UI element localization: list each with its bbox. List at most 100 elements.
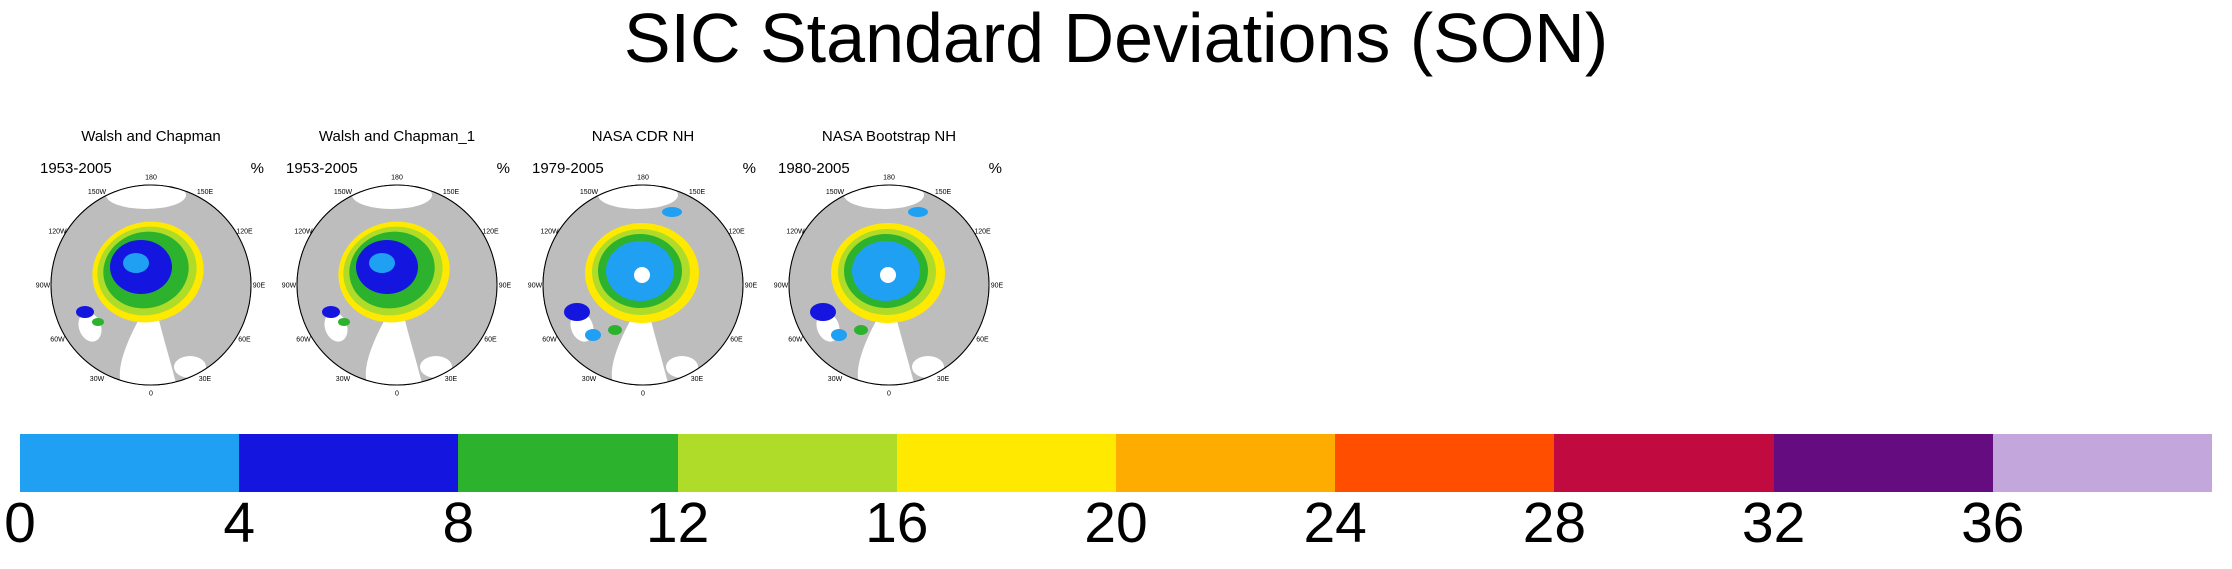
panel-units-label: % bbox=[742, 160, 756, 177]
sic-band-4-8 bbox=[322, 306, 340, 318]
lon-label: 30E bbox=[445, 376, 458, 383]
panel-title: NASA Bootstrap NH bbox=[821, 128, 957, 145]
lon-label: 120W bbox=[48, 229, 67, 236]
lon-label: 150W bbox=[826, 189, 845, 196]
panel-period: 1979-2005 bbox=[532, 160, 604, 177]
atlantic-ocean bbox=[857, 307, 914, 385]
lon-label: 150W bbox=[88, 189, 107, 196]
polar-map: 0 30E 60E 90E 120E 150E 180 150W 120W 90W 60W 30W bbox=[36, 175, 266, 398]
pole-hole bbox=[880, 267, 896, 283]
lon-label: 30E bbox=[199, 376, 212, 383]
sic-band-4-8 bbox=[564, 303, 590, 321]
panel-subheader: 1980-2005 % bbox=[778, 160, 1002, 177]
sic-band-8-12 bbox=[608, 325, 622, 335]
map-rim bbox=[296, 184, 498, 386]
lon-label: 90W bbox=[774, 283, 789, 290]
sic-band-4-8 bbox=[810, 303, 836, 321]
panel-units-label: % bbox=[988, 160, 1002, 177]
lon-label: 120W bbox=[540, 229, 559, 236]
pole-hole bbox=[634, 267, 650, 283]
sic-band-0-4 bbox=[831, 329, 847, 341]
lon-label: 180 bbox=[883, 175, 895, 182]
lon-label: 90W bbox=[282, 283, 297, 290]
lon-label: 120W bbox=[294, 229, 313, 236]
map-panel: Walsh and Chapman_1 1953-2005 % 0 30E 60E 9… bbox=[274, 124, 520, 416]
lon-label: 150W bbox=[334, 189, 353, 196]
atlantic-ocean bbox=[119, 307, 176, 385]
lon-label: 150E bbox=[935, 189, 952, 196]
lon-label: 60W bbox=[50, 337, 65, 344]
colorbar-tick-label: 36 bbox=[1961, 491, 2025, 555]
lon-label: 120E bbox=[482, 229, 499, 236]
lon-label: 60W bbox=[296, 337, 311, 344]
lon-label: 60W bbox=[542, 337, 557, 344]
polar-map: 0 30E 60E 90E 120E 150E 180 150W 120W 90W 60W 30W bbox=[282, 175, 512, 398]
lon-label: 0 bbox=[149, 391, 153, 398]
lon-label: 0 bbox=[887, 391, 891, 398]
lon-label: 90E bbox=[991, 283, 1004, 290]
lon-label: 90E bbox=[253, 283, 266, 290]
map-panel: Walsh and Chapman 1953-2005 % 0 30E 60E 90E… bbox=[28, 124, 274, 416]
lon-label: 150E bbox=[689, 189, 706, 196]
panel-subheader: 1979-2005 % bbox=[532, 160, 756, 177]
colorbar-segment bbox=[677, 434, 897, 492]
lon-label: 90W bbox=[528, 283, 543, 290]
lon-label: 30W bbox=[336, 376, 351, 383]
colorbar-segment bbox=[239, 434, 459, 492]
lon-label: 30E bbox=[691, 376, 704, 383]
lon-label: 180 bbox=[391, 175, 403, 182]
colorbar-segment bbox=[1992, 434, 2213, 492]
panel-subheader: 1953-2005 % bbox=[286, 160, 510, 177]
colorbar-tick-label: 16 bbox=[865, 491, 929, 555]
colorbar-tick-label: 12 bbox=[645, 491, 710, 555]
lon-label: 90E bbox=[499, 283, 512, 290]
atlantic-ocean bbox=[365, 307, 422, 385]
colorbar-segment bbox=[1335, 434, 1555, 492]
colorbar-tick-labels: 0 4 8 12 16 20 24 28 32 36 bbox=[4, 491, 2212, 558]
lon-label: 30W bbox=[582, 376, 597, 383]
colorbar-segment bbox=[458, 434, 678, 492]
panel-title: Walsh and Chapman_1 bbox=[318, 128, 476, 145]
lon-label: 30E bbox=[937, 376, 950, 383]
lon-label: 60E bbox=[484, 337, 497, 344]
sic-band-8-12 bbox=[338, 318, 350, 326]
lon-label: 30W bbox=[828, 376, 843, 383]
sic-band-8-12 bbox=[92, 318, 104, 326]
lon-label: 60E bbox=[976, 337, 989, 344]
panel-title: Walsh and Chapman bbox=[81, 128, 221, 145]
sic-band-0-4 bbox=[123, 253, 149, 273]
panel-period: 1953-2005 bbox=[40, 160, 112, 177]
panel-units-label: % bbox=[250, 160, 264, 177]
lon-label: 180 bbox=[637, 175, 649, 182]
lon-label: 150W bbox=[580, 189, 599, 196]
panel-period: 1980-2005 bbox=[778, 160, 850, 177]
colorbar-tick-label: 28 bbox=[1522, 491, 1587, 555]
map-panel: NASA CDR NH 1979-2005 % 0 30E 60E 90E 120E 15… bbox=[520, 124, 766, 416]
colorbar-tick-label: 8 bbox=[442, 491, 475, 555]
map-panel: NASA Bootstrap NH 1980-2005 % 0 30E 60E 90E… bbox=[766, 124, 1012, 416]
polar-map: 0 30E 60E 90E 120E 150E 180 150W 120W 90W 60W 30W bbox=[774, 175, 1004, 398]
colorbar-segment bbox=[896, 434, 1117, 492]
colorbar-segment bbox=[20, 434, 240, 492]
figure-title: SIC Standard Deviations (SON) bbox=[623, 0, 1609, 77]
lon-label: 120E bbox=[974, 229, 991, 236]
sic-band-0-4 bbox=[369, 253, 395, 273]
lon-label: 0 bbox=[395, 391, 399, 398]
colorbar-segment bbox=[1773, 434, 1993, 492]
colorbar-tick-label: 4 bbox=[223, 491, 256, 555]
lon-label: 120E bbox=[236, 229, 253, 236]
lon-label: 150E bbox=[443, 189, 460, 196]
colorbar bbox=[20, 434, 2213, 492]
map-rim bbox=[788, 184, 990, 386]
colorbar-tick-label: 24 bbox=[1303, 491, 1367, 555]
atlantic-ocean bbox=[611, 307, 668, 385]
sic-band-0-4 bbox=[908, 207, 928, 217]
colorbar-tick-label: 32 bbox=[1741, 491, 1806, 555]
lon-label: 120W bbox=[786, 229, 805, 236]
norwegian-sea bbox=[912, 356, 944, 378]
lon-label: 30W bbox=[90, 376, 105, 383]
norwegian-sea bbox=[666, 356, 698, 378]
lon-label: 60E bbox=[730, 337, 743, 344]
lon-label: 90W bbox=[36, 283, 51, 290]
